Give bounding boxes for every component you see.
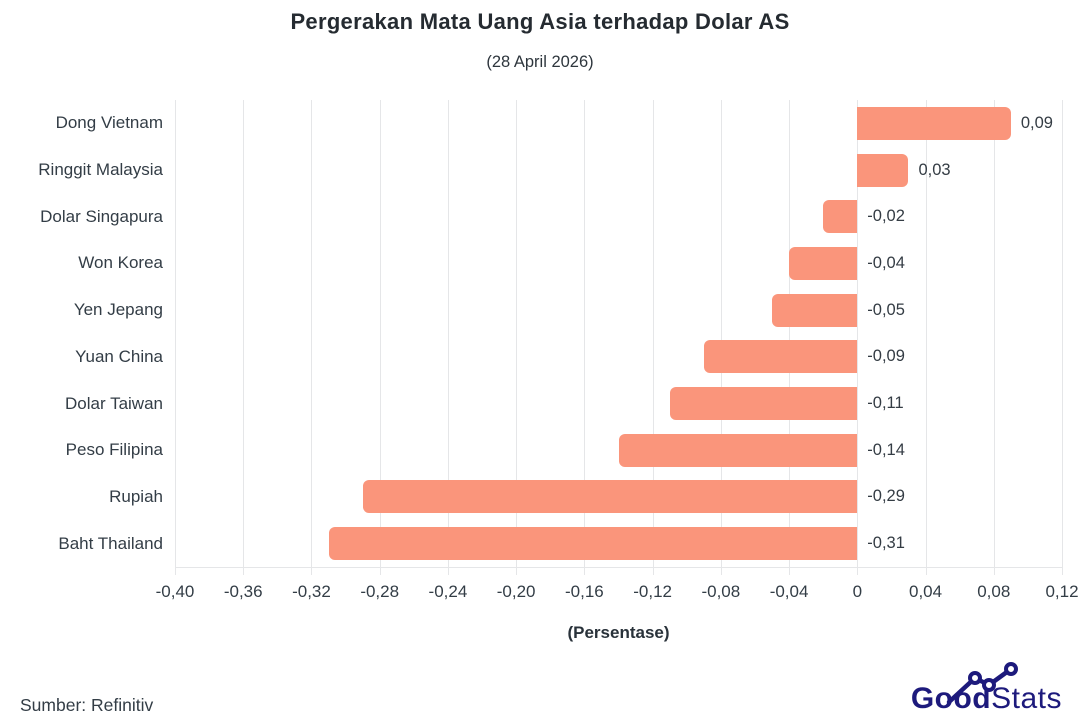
- category-label: Baht Thailand: [58, 533, 163, 553]
- x-axis-tick-label: -0,20: [496, 582, 536, 601]
- grid-line: [1062, 100, 1063, 575]
- bar: [618, 433, 858, 467]
- x-axis-title: (Persentase): [567, 623, 670, 642]
- bar: [772, 293, 858, 327]
- source-label: Sumber: Refinitiv: [20, 695, 154, 715]
- category-label: Rupiah: [109, 486, 163, 506]
- bar-value-label: -0,09: [867, 347, 905, 366]
- bar-value-label: -0,14: [867, 440, 905, 459]
- x-axis-tick-label: -0,32: [292, 582, 331, 601]
- x-axis-tick-label: -0,28: [360, 582, 400, 601]
- bar-value-label: -0,02: [867, 207, 905, 226]
- x-axis-tick-label: -0,08: [701, 582, 741, 601]
- bar: [789, 246, 858, 280]
- bar: [857, 106, 1011, 140]
- category-label: Peso Filipina: [65, 440, 163, 460]
- category-label: Ringgit Malaysia: [38, 160, 163, 180]
- category-label: Dong Vietnam: [55, 113, 163, 133]
- bar: [703, 340, 858, 374]
- plot-area: -0,40 -0,36 -0,32 -0,28 -0,24 -0,20 -0,16 -0,12…: [156, 100, 1079, 601]
- bar: [857, 153, 909, 187]
- chart-subtitle: (28 April 2026): [486, 53, 594, 71]
- x-axis-tick-label: 0,12: [1045, 582, 1079, 601]
- bar: [328, 527, 858, 561]
- grid-line: [447, 100, 449, 575]
- chart-title: Pergerakan Mata Uang Asia terhadap Dolar…: [290, 9, 790, 34]
- x-axis-tick-label: -0,24: [428, 582, 468, 601]
- bar-value-label: -0,11: [867, 394, 904, 413]
- grid-line: [243, 100, 245, 575]
- grid-line: [720, 100, 722, 575]
- bar-value-label: 0,03: [918, 160, 951, 179]
- grid-line: [993, 100, 995, 575]
- category-axis: Dong Vietnam Ringgit Malaysia Dolar Singap…: [0, 100, 163, 567]
- x-axis-tick-label: 0: [852, 582, 863, 601]
- bar-value-label: -0,05: [867, 300, 905, 319]
- category-label: Dolar Taiwan: [65, 393, 163, 413]
- grid-line: [516, 100, 518, 575]
- grid-line: [584, 100, 586, 575]
- bar: [362, 480, 858, 514]
- x-axis-line: [175, 567, 1062, 568]
- x-axis-tick-label: 0,04: [908, 582, 943, 601]
- x-axis-tick-label: -0,04: [769, 582, 809, 601]
- bar: [823, 200, 858, 234]
- grid-line: [311, 100, 313, 575]
- bar-value-label: 0,09: [1020, 113, 1053, 132]
- x-axis-tick-label: -0,36: [223, 582, 263, 601]
- grid-line: [789, 100, 791, 575]
- grid-line: [925, 100, 927, 575]
- grid-line: [379, 100, 381, 575]
- category-label: Dolar Singapura: [40, 206, 163, 226]
- bar-value-label: -0,04: [867, 253, 905, 272]
- goodstats-logo: Good Stats: [911, 662, 1062, 716]
- x-axis-tick-label: -0,12: [633, 582, 672, 601]
- x-axis-tick-label: 0,08: [977, 582, 1011, 601]
- bar-value-label: -0,29: [867, 487, 905, 506]
- grid-line: [652, 100, 654, 575]
- grid-line: [857, 100, 859, 575]
- category-label: Won Korea: [78, 253, 163, 273]
- x-axis-tick-label: -0,16: [565, 582, 604, 601]
- grid-line: [175, 100, 176, 575]
- category-label: Yen Jepang: [73, 300, 163, 320]
- x-axis-tick-label: -0,40: [155, 582, 195, 601]
- bar: [669, 387, 858, 421]
- category-label: Yuan China: [75, 346, 163, 366]
- logo-text-stats: Stats: [991, 682, 1062, 715]
- logo-line-chart-icon: [943, 662, 1021, 713]
- bar-value-label: -0,31: [867, 534, 905, 553]
